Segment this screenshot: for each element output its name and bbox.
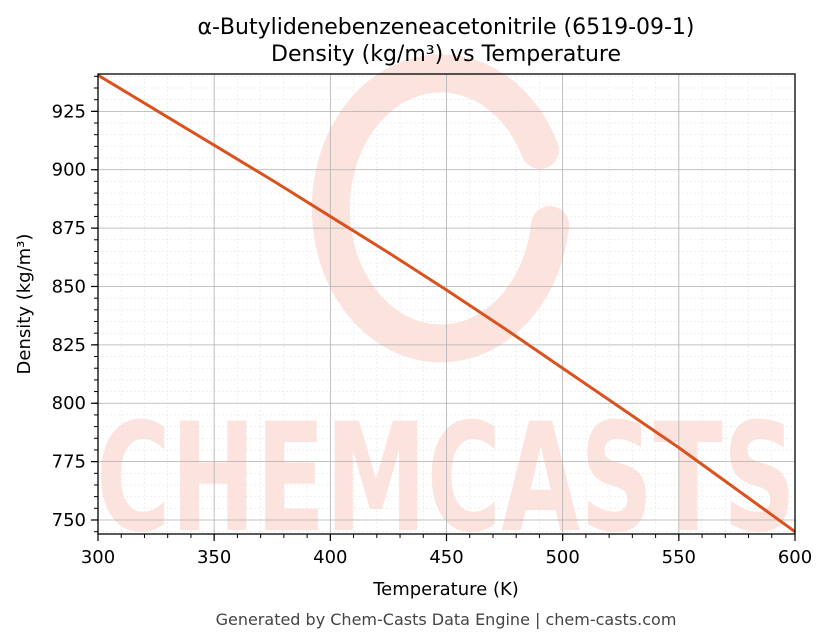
- x-axis-label: Temperature (K): [372, 579, 519, 600]
- x-tick-label: 350: [197, 547, 231, 568]
- y-tick-label: 800: [52, 393, 86, 414]
- x-tick-label: 600: [778, 547, 812, 568]
- y-axis-label: Density (kg/m³): [14, 234, 35, 375]
- watermark-logo-icon: [311, 54, 569, 363]
- density-series-line: [97, 73, 796, 533]
- y-tick-label: 750: [52, 510, 86, 531]
- y-axis-ticks: 750 775 800 825 850 875 900 925: [52, 75, 98, 533]
- y-tick-label: 875: [52, 218, 86, 239]
- y-tick-label: 925: [52, 101, 86, 122]
- x-tick-label: 300: [81, 547, 115, 568]
- chart-title: α-Butylidenebenzeneacetonitrile (6519-09…: [197, 15, 694, 40]
- y-tick-label: 900: [52, 160, 86, 181]
- x-tick-label: 400: [313, 547, 347, 568]
- y-tick-label: 825: [52, 335, 86, 356]
- chart-subtitle: Density (kg/m³) vs Temperature: [271, 42, 621, 67]
- x-tick-label: 500: [545, 547, 579, 568]
- footer-credit: Generated by Chem-Casts Data Engine | ch…: [216, 610, 677, 629]
- y-tick-label: 775: [52, 452, 86, 473]
- y-tick-label: 850: [52, 276, 86, 297]
- x-tick-label: 450: [429, 547, 463, 568]
- x-axis-ticks: 300 350 400 450 500 550 600: [81, 534, 812, 568]
- watermark: CHEMCASTS: [96, 54, 796, 566]
- x-tick-label: 550: [662, 547, 696, 568]
